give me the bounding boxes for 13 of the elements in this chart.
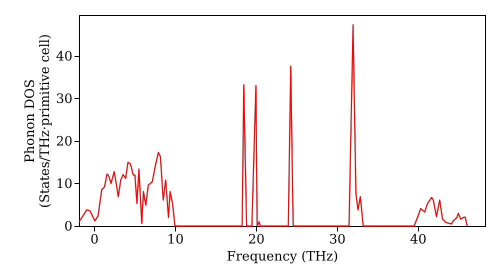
x-tick-label: 40 xyxy=(410,232,427,248)
y-tick-label: 0 xyxy=(64,220,72,234)
x-tick-label: 30 xyxy=(329,232,346,248)
y-tick-label: 10 xyxy=(56,176,72,192)
y-tick-label: 30 xyxy=(56,92,72,107)
y-axis-title: Phonon DOS (States/THz·primitive cell) xyxy=(22,34,53,208)
x-axis-title: Frequency (THz) xyxy=(226,250,338,264)
x-tick-label: 20 xyxy=(248,232,265,248)
line-series xyxy=(78,24,468,227)
y-tick-label: 20 xyxy=(56,134,72,150)
y-tick-label: 40 xyxy=(56,49,72,64)
x-tick-label: 10 xyxy=(167,232,184,248)
x-tick-label: 0 xyxy=(90,232,99,248)
